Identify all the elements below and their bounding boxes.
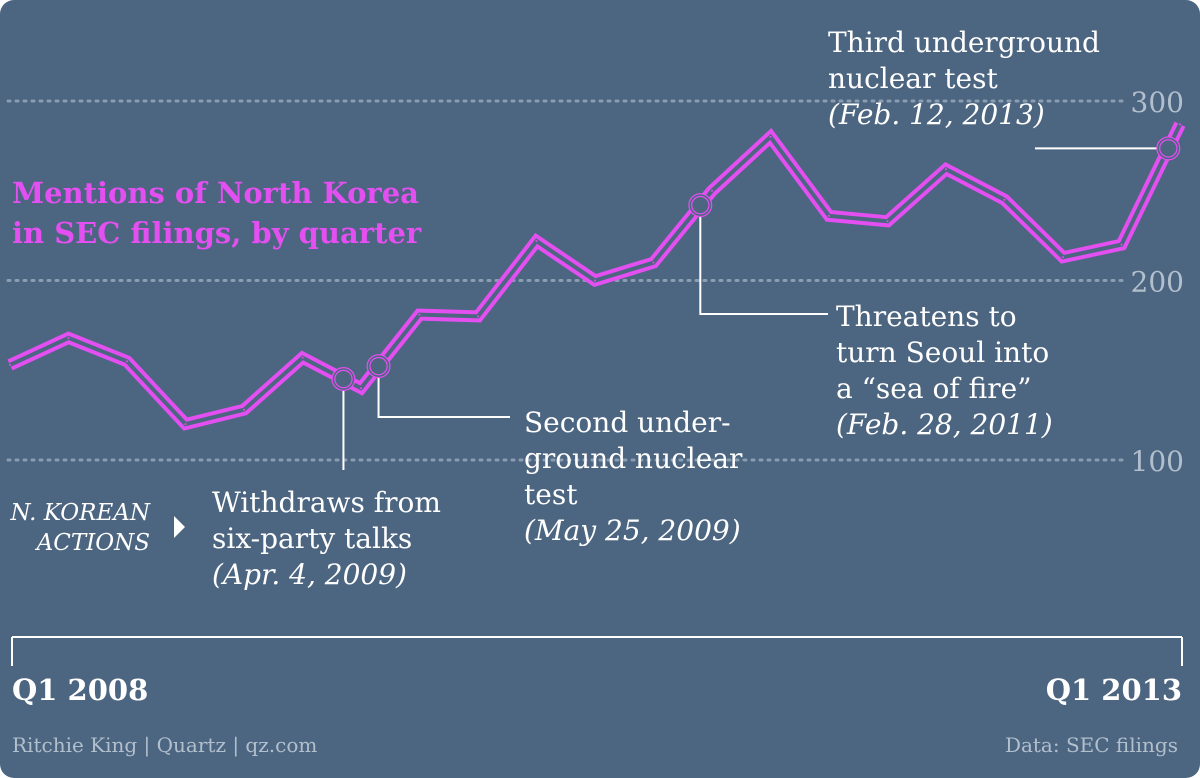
footer-credit: Ritchie King | Quartz | qz.com [12,733,317,758]
annotation-date-third-test: (Feb. 12, 2013) [828,98,1045,131]
data-point [301,356,304,359]
annotation-line-six-party: six-party talks [212,522,412,555]
data-point [945,168,947,171]
event-marker-ring-second-test [367,355,390,377]
data-point [243,408,245,411]
y-tick-label-100: 100 [1131,445,1184,478]
data-point [828,214,830,217]
annotation-line-sea-of-fire: a “sea of fire” [836,372,1032,405]
actions-arrow-icon [174,516,185,538]
annotation-line-second-test: ground nuclear [524,442,743,475]
grid-layer [6,99,1124,462]
data-point [769,135,772,138]
data-point [184,423,187,426]
actions-label-line: N. KOREAN [9,500,150,526]
annotation-line-third-test: Third underground [828,26,1100,59]
y-tick-labels: 100 200 300 [1131,86,1184,478]
event-marker-ring-third-test [1157,137,1180,160]
chart-title-line: Mentions of North Korea [12,176,419,210]
annotation-line-second-test: Second under- [524,406,731,439]
annotation-line-third-test: nuclear test [828,62,998,95]
annotation-line-second-test: test [524,478,578,511]
annotation-leaders [342,147,1169,470]
footer-source: Data: SEC filings [1005,733,1178,757]
data-point [594,279,596,282]
annotation-date-sea-of-fire: (Feb. 28, 2011) [836,408,1053,441]
annotation-line-sea-of-fire: Threatens to [836,300,1017,333]
data-point [535,240,538,243]
data-point [711,189,713,192]
text-layer: Mentions of North Korea in SEC filings, b… [9,26,1183,758]
leader-sea-of-fire [699,205,828,315]
data-point [477,315,479,318]
data-point [1179,123,1181,126]
data-point [1003,198,1006,201]
annotation-date-six-party: (Apr. 4, 2009) [212,558,407,591]
annotation-date-second-test: (May 25, 2009) [524,514,741,547]
chart-title-line: in SEC filings, by quarter [12,216,422,250]
leader-second-test [377,366,510,418]
data-point [67,336,70,339]
data-point [126,360,128,363]
y-tick-label-200: 200 [1131,266,1184,299]
data-point [1120,243,1123,246]
data-point [418,313,421,316]
data-point [360,387,362,390]
annotation-line-six-party: Withdraws from [212,486,441,519]
y-tick-label-300: 300 [1131,86,1184,119]
x-axis-start-label: Q1 2008 [12,673,148,707]
event-marker-ring-sea-of-fire [689,194,712,216]
annotation-line-sea-of-fire: turn Seoul into [836,336,1049,369]
data-point [1062,256,1064,259]
data-point [652,261,655,264]
data-point [9,363,11,366]
event-markers [331,136,1181,392]
series-line [7,121,1186,431]
x-axis-end-label: Q1 2013 [1046,673,1182,707]
actions-label-line: ACTIONS [35,530,150,556]
event-marker-ring-six-party [332,368,355,390]
data-point [886,220,889,223]
